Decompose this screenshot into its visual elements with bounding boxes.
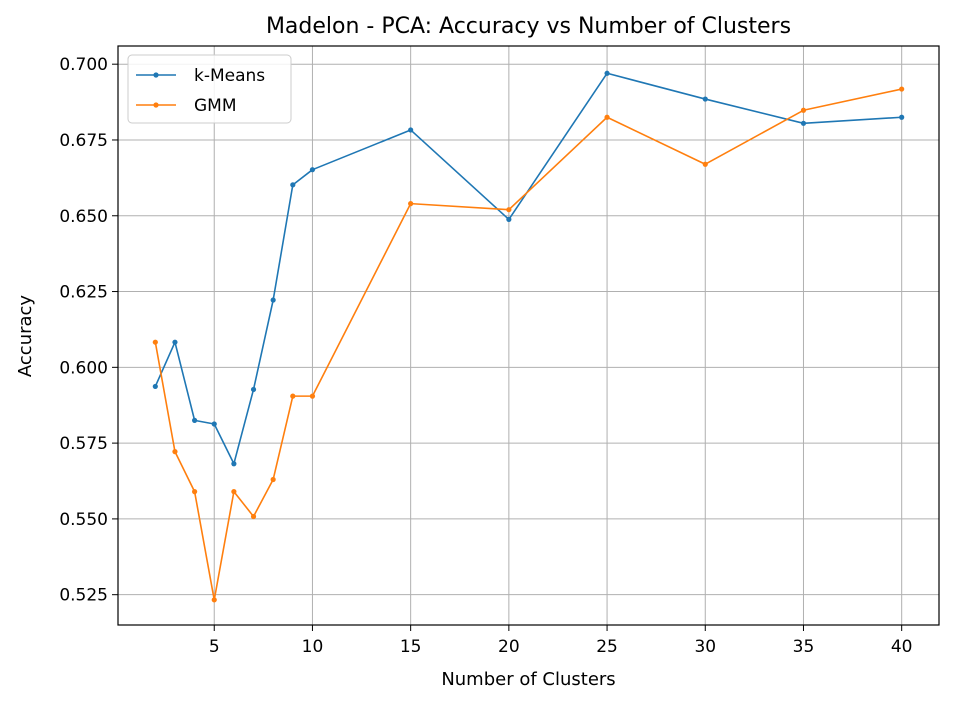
x-tick-label: 10	[302, 637, 324, 657]
data-point	[800, 107, 807, 113]
x-axis-ticks: 5 10 15 20 25 30 35 40	[209, 625, 913, 657]
x-tick-label: 30	[694, 637, 716, 657]
data-point	[604, 70, 610, 76]
grid-lines	[118, 46, 939, 625]
legend-label-1: GMM	[194, 96, 237, 116]
x-axis-label: Number of Clusters	[441, 669, 615, 690]
data-point	[309, 393, 316, 399]
data-point	[152, 383, 158, 390]
data-point	[270, 297, 276, 303]
y-tick-label: 0.550	[59, 510, 108, 530]
data-point	[231, 461, 237, 467]
x-tick-label: 40	[891, 637, 913, 657]
data-point	[408, 201, 414, 207]
x-tick-label: 25	[596, 637, 618, 657]
x-tick-label: 15	[400, 637, 422, 657]
series-line-0	[154, 72, 902, 465]
data-point	[899, 86, 905, 92]
data-point	[506, 207, 512, 213]
data-point	[506, 216, 512, 222]
data-point	[211, 597, 217, 603]
data-point	[172, 449, 178, 455]
data-point	[192, 489, 198, 495]
y-tick-label: 0.600	[59, 358, 108, 378]
data-point	[270, 476, 276, 483]
y-tick-label: 0.675	[59, 131, 108, 151]
x-tick-label: 20	[498, 637, 520, 657]
legend-marker-1	[153, 102, 159, 108]
data-point	[250, 513, 257, 520]
data-point	[800, 120, 807, 126]
legend-box	[127, 54, 292, 124]
data-point	[290, 182, 296, 188]
data-point	[192, 417, 198, 423]
data-point	[899, 114, 905, 120]
data-point	[211, 421, 217, 427]
data-point	[290, 393, 296, 399]
y-axis-ticks: 0.525 0.550 0.575 0.600 0.625 0.650 0.675 0.700	[59, 55, 118, 606]
data-point	[408, 127, 414, 133]
x-tick-label: 35	[793, 637, 815, 657]
x-tick-label: 5	[209, 637, 220, 657]
series-line-1	[154, 88, 902, 601]
data-point	[250, 386, 257, 393]
y-tick-label: 0.525	[59, 586, 108, 606]
legend: k-Means GMM	[127, 54, 292, 124]
chart-title: Madelon - PCA: Accuracy vs Number of Clu…	[266, 14, 791, 39]
y-tick-label: 0.650	[59, 207, 108, 227]
legend-label-0: k-Means	[194, 66, 265, 86]
data-point	[309, 167, 316, 173]
legend-marker-0	[153, 72, 159, 78]
data-point	[702, 96, 708, 102]
data-point	[152, 339, 158, 345]
y-tick-label: 0.700	[59, 55, 108, 75]
series-layer	[152, 70, 905, 603]
data-point	[172, 339, 178, 345]
data-point	[702, 161, 708, 167]
y-tick-label: 0.625	[59, 283, 108, 303]
y-tick-label: 0.575	[59, 434, 108, 454]
y-axis-label: Accuracy	[15, 295, 36, 378]
plot-frame	[117, 45, 940, 626]
data-point	[231, 489, 237, 495]
data-point	[604, 114, 610, 120]
